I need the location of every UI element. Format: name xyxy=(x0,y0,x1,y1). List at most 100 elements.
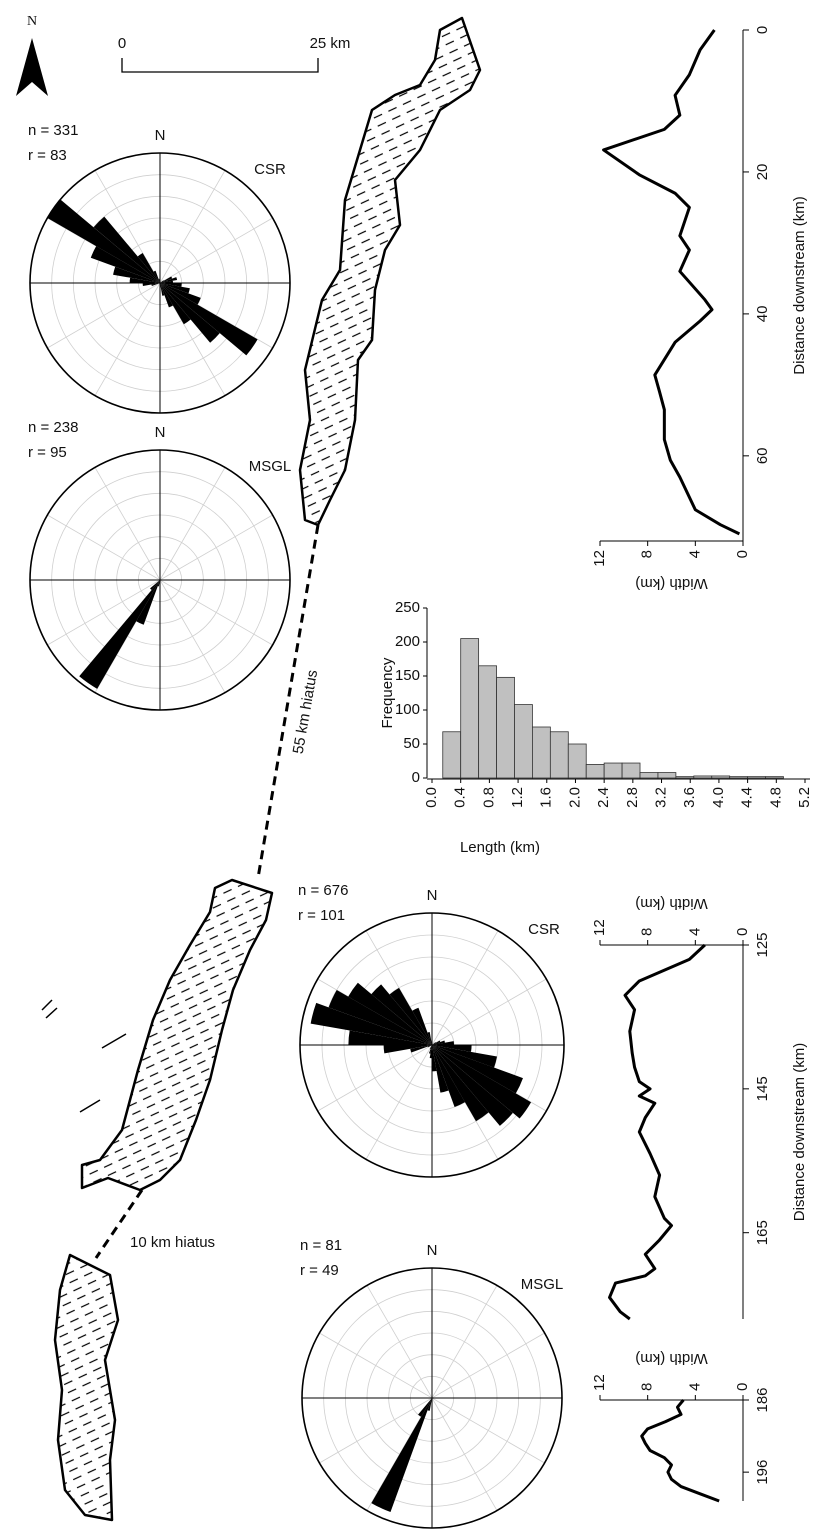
rose-frame xyxy=(301,1267,563,1529)
petal xyxy=(160,280,164,283)
width-profile xyxy=(602,29,741,536)
y-tick-label: 100 xyxy=(395,701,420,718)
north-label: N xyxy=(155,127,166,144)
width-tick-label: 4 xyxy=(686,928,703,936)
petal xyxy=(432,1045,449,1093)
grid-spoke xyxy=(317,1044,433,1112)
grid-spoke xyxy=(431,978,547,1046)
river-end xyxy=(53,1253,120,1522)
y-axis-label: Frequency xyxy=(379,657,396,728)
petal xyxy=(160,280,173,283)
grid-spoke xyxy=(319,1397,433,1464)
width-tick-label: 4 xyxy=(686,1383,703,1391)
x-tick-label: 2.8 xyxy=(624,787,641,808)
width-tick-label: 0 xyxy=(734,550,751,558)
petal xyxy=(432,1045,523,1094)
petal xyxy=(389,987,432,1045)
petal xyxy=(90,246,160,283)
petal xyxy=(142,283,160,287)
x-tick-label: 2.4 xyxy=(595,787,612,808)
petal xyxy=(160,277,178,283)
rose-frame xyxy=(299,912,565,1178)
bar xyxy=(532,726,551,779)
bar xyxy=(711,775,731,779)
bar xyxy=(549,731,569,779)
petal xyxy=(432,1045,532,1119)
petal xyxy=(432,1041,454,1045)
y-tick-label: 0 xyxy=(412,769,420,786)
petal xyxy=(310,1002,432,1045)
bar xyxy=(603,762,623,779)
distance-tick-label: 196 xyxy=(754,1460,771,1485)
x-tick-label: 3.6 xyxy=(681,787,698,808)
bar xyxy=(747,776,766,779)
width-tick-label: 4 xyxy=(686,550,703,558)
x-tick-label: 0.0 xyxy=(423,787,440,808)
petal xyxy=(79,580,160,689)
bar xyxy=(442,731,462,779)
width-axis-label: Width (km) xyxy=(635,1350,708,1367)
x-tick-label: 0.8 xyxy=(480,787,497,808)
petal xyxy=(160,283,190,294)
petal xyxy=(383,1045,432,1054)
grid-spoke xyxy=(365,1044,433,1160)
grid-spoke xyxy=(319,1332,433,1399)
grid-spoke xyxy=(94,467,161,581)
bar xyxy=(693,775,713,779)
width-tick-label: 12 xyxy=(591,550,608,567)
bar xyxy=(496,676,515,779)
petal xyxy=(160,283,220,343)
north-label: N xyxy=(27,14,37,29)
north-label: N xyxy=(427,1242,438,1259)
petal xyxy=(93,216,160,283)
petal xyxy=(129,277,160,283)
rose-annotation: r = 49 xyxy=(300,1262,339,1279)
grid-spoke xyxy=(159,514,273,581)
stray-lineations xyxy=(41,999,127,1113)
north-label: N xyxy=(427,887,438,904)
y-tick-label: 50 xyxy=(403,735,420,752)
grid-spoke xyxy=(159,217,273,284)
petal xyxy=(160,283,201,305)
width-tick-label: 8 xyxy=(639,928,656,936)
bar xyxy=(639,772,659,779)
bar xyxy=(585,764,605,779)
x-tick-label: 2.0 xyxy=(566,787,583,808)
petal xyxy=(137,252,160,283)
petal xyxy=(328,990,432,1045)
y-tick-label: 250 xyxy=(395,599,420,616)
distance-tick-label: 0 xyxy=(754,26,771,34)
grid-spoke xyxy=(94,170,161,284)
grid-spoke xyxy=(159,467,226,581)
width-axis-label: Width (km) xyxy=(635,895,708,912)
rose-annotation: r = 83 xyxy=(28,147,67,164)
rose-annotation: r = 95 xyxy=(28,444,67,461)
north-arrow xyxy=(16,38,48,96)
width-profile xyxy=(608,943,706,1321)
petal xyxy=(427,1032,432,1045)
bar xyxy=(657,772,677,779)
distance-tick-label: 40 xyxy=(754,306,771,323)
width-tick-label: 0 xyxy=(734,928,751,936)
hiatus-line xyxy=(94,1189,144,1259)
width-profile xyxy=(640,1399,720,1503)
petal xyxy=(153,270,160,283)
bar xyxy=(478,665,497,779)
petal xyxy=(427,1398,432,1411)
petal xyxy=(113,266,160,283)
width-tick-label: 12 xyxy=(591,919,608,936)
grid-spoke xyxy=(159,579,273,646)
petal xyxy=(348,1030,432,1045)
rose-frame xyxy=(29,449,291,711)
y-tick-label: 200 xyxy=(395,633,420,650)
petal xyxy=(432,1045,437,1072)
grid-spoke xyxy=(366,1285,433,1399)
y-tick-label: 150 xyxy=(395,667,420,684)
grid-spoke xyxy=(431,1332,545,1399)
petal xyxy=(151,283,160,286)
x-tick-label: 1.6 xyxy=(538,787,555,808)
x-tick-label: 4.8 xyxy=(767,787,784,808)
grid-spoke xyxy=(47,282,161,349)
rose-annotation: n = 81 xyxy=(300,1237,342,1254)
